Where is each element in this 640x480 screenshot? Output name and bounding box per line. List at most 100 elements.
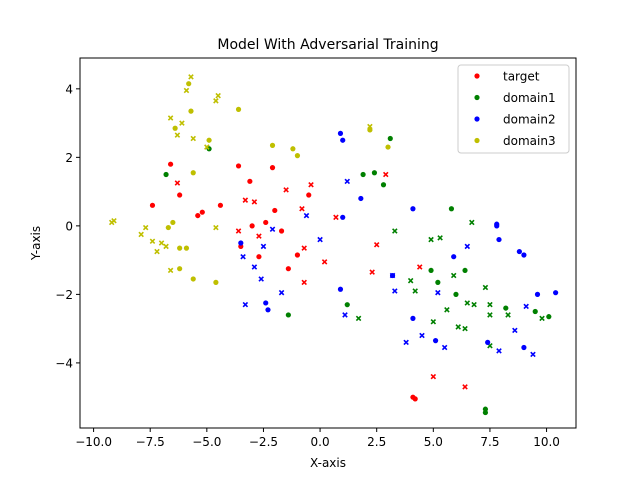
domain3-x-marker	[183, 87, 190, 94]
y-tick-label: 0	[65, 219, 73, 233]
legend-label-domain1: domain1	[503, 91, 556, 105]
x-tick-label: −10.0	[75, 435, 112, 449]
domain2-x-marker	[464, 243, 471, 250]
target-x-marker	[333, 214, 339, 221]
domain2-x-marker	[392, 288, 398, 294]
domain3-point	[190, 170, 196, 176]
domain3-point	[177, 266, 183, 272]
domain3-x-marker	[149, 238, 156, 245]
target-x-marker	[382, 171, 389, 178]
domain3-x-marker	[167, 115, 174, 121]
domain3-point	[183, 245, 190, 251]
chart-title: Model With Adversarial Training	[217, 37, 438, 53]
domain3-point	[188, 108, 194, 114]
domain2-point	[534, 291, 541, 297]
domain3-x-marker	[204, 144, 210, 150]
domain1-point	[532, 308, 538, 315]
target-point	[247, 178, 253, 184]
target-point	[278, 228, 285, 234]
x-tick-label: 7.5	[480, 435, 499, 449]
domain2-point	[451, 254, 457, 260]
domain1-x-marker	[462, 325, 468, 332]
domain1-x-marker	[455, 324, 461, 330]
domain2-x-marker	[342, 312, 348, 318]
domain1-x-marker	[505, 312, 511, 318]
domain2-x-marker	[303, 212, 310, 219]
target-point	[272, 207, 278, 214]
domain1-point	[482, 409, 489, 416]
legend: target domain1 domain2 domain3	[457, 64, 570, 154]
domain2-x-marker	[523, 303, 529, 310]
domain1-x-marker	[444, 307, 450, 313]
legend-marker-domain1	[474, 94, 480, 101]
domain2-x-marker	[435, 289, 441, 296]
domain1-point	[387, 135, 393, 142]
domain2-point	[521, 252, 527, 258]
domain2-x-marker	[403, 339, 409, 346]
domain2-point	[553, 290, 559, 296]
target-x-marker	[299, 205, 305, 212]
domain2-point	[337, 286, 344, 292]
target-point	[294, 252, 301, 258]
target-x-marker	[242, 197, 249, 203]
series-domain1	[163, 135, 552, 416]
domain3-x-marker	[167, 267, 174, 274]
domain2-x-marker	[512, 327, 518, 334]
target-x-marker	[301, 245, 307, 251]
domain3-x-marker	[111, 217, 117, 224]
target-point	[149, 202, 156, 208]
target-point	[195, 212, 201, 219]
domain2-x-marker	[530, 351, 536, 358]
x-tick-label: −7.5	[136, 435, 165, 449]
domain2-x-marker	[496, 348, 502, 354]
domain3-point	[294, 153, 301, 159]
domain2-x-marker	[260, 243, 267, 250]
domain3-x-marker	[190, 135, 197, 142]
domain3-x-marker	[142, 224, 149, 231]
legend-box	[457, 64, 570, 154]
series-domain2	[238, 130, 559, 358]
domain1-x-marker	[430, 319, 437, 325]
target-point	[269, 165, 276, 171]
y-axis: −4 −2 0 2 4	[55, 82, 80, 370]
target-x-marker	[462, 384, 468, 390]
y-tick-label: 2	[65, 151, 73, 165]
domain2-x-marker	[269, 226, 276, 233]
target-x-marker	[301, 279, 307, 286]
domain2-x-marker	[251, 264, 258, 270]
target-point	[306, 192, 312, 198]
domain1-point	[453, 291, 459, 297]
domain3-x-marker	[138, 231, 144, 238]
domain1-x-marker	[392, 228, 398, 234]
domain1-point	[380, 182, 387, 188]
domain2-point	[496, 236, 502, 243]
domain3-x-marker	[174, 132, 181, 138]
target-point	[177, 192, 183, 198]
domain2-x-marker	[258, 276, 264, 282]
domain1-point	[360, 171, 366, 178]
target-point	[235, 163, 242, 169]
legend-marker-domain3	[474, 137, 480, 144]
y-axis-title: Y-axis	[29, 226, 43, 261]
domain1-x-marker	[487, 301, 493, 308]
legend-marker-target	[474, 73, 480, 79]
domain3-x-marker	[158, 240, 165, 246]
x-tick-label: 2.5	[367, 435, 386, 449]
domain3-point	[385, 144, 391, 150]
domain1-x-marker	[407, 277, 414, 284]
domain1-point	[344, 302, 350, 308]
domain2-point	[340, 137, 346, 143]
target-point	[167, 161, 174, 167]
target-point	[256, 254, 262, 260]
domain2-point	[337, 130, 344, 136]
domain3-point	[172, 125, 178, 131]
domain3-x-marker	[213, 224, 219, 231]
domain3-point	[190, 276, 196, 282]
legend-label-target: target	[503, 70, 540, 84]
legend-label-domain2: domain2	[503, 113, 556, 127]
domain3-point	[186, 81, 192, 87]
legend-marker-domain2	[474, 116, 480, 122]
domain2-point	[340, 214, 346, 220]
domain3-x-marker	[188, 74, 194, 80]
target-point	[412, 396, 418, 402]
